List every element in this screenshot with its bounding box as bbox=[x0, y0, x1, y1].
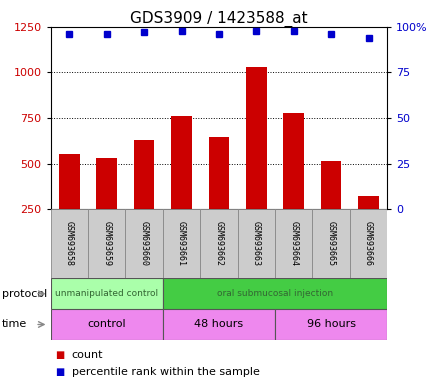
Bar bbox=[171, 116, 192, 209]
Text: GSM693662: GSM693662 bbox=[214, 221, 224, 266]
Text: GSM693665: GSM693665 bbox=[326, 221, 336, 266]
Text: GSM693660: GSM693660 bbox=[139, 221, 149, 266]
Bar bbox=[163, 309, 275, 340]
Text: oral submucosal injection: oral submucosal injection bbox=[217, 289, 333, 298]
Text: protocol: protocol bbox=[2, 289, 48, 299]
Bar bbox=[200, 209, 238, 278]
Text: GSM693661: GSM693661 bbox=[177, 221, 186, 266]
Text: ■: ■ bbox=[55, 367, 64, 377]
Bar bbox=[275, 209, 312, 278]
Text: count: count bbox=[72, 350, 103, 360]
Bar bbox=[59, 154, 80, 209]
Bar bbox=[246, 67, 267, 209]
Text: 48 hours: 48 hours bbox=[194, 319, 243, 329]
Text: GSM693663: GSM693663 bbox=[252, 221, 261, 266]
Bar bbox=[358, 195, 379, 209]
Text: control: control bbox=[88, 319, 126, 329]
Text: percentile rank within the sample: percentile rank within the sample bbox=[72, 367, 260, 377]
Bar bbox=[51, 278, 163, 309]
Bar bbox=[51, 209, 88, 278]
Bar bbox=[96, 158, 117, 209]
Bar bbox=[283, 113, 304, 209]
Bar bbox=[51, 309, 163, 340]
Bar bbox=[209, 137, 229, 209]
Bar bbox=[350, 209, 387, 278]
Text: GSM693664: GSM693664 bbox=[289, 221, 298, 266]
Text: GSM693659: GSM693659 bbox=[102, 221, 111, 266]
Text: unmanipulated control: unmanipulated control bbox=[55, 289, 158, 298]
Title: GDS3909 / 1423588_at: GDS3909 / 1423588_at bbox=[130, 11, 308, 27]
Bar bbox=[134, 140, 154, 209]
Text: 96 hours: 96 hours bbox=[307, 319, 356, 329]
Text: time: time bbox=[2, 319, 27, 329]
Text: GSM693666: GSM693666 bbox=[364, 221, 373, 266]
Bar bbox=[312, 209, 350, 278]
Text: GSM693658: GSM693658 bbox=[65, 221, 74, 266]
Bar bbox=[163, 209, 200, 278]
Text: ■: ■ bbox=[55, 350, 64, 360]
Bar bbox=[163, 278, 387, 309]
Bar bbox=[275, 309, 387, 340]
Bar bbox=[88, 209, 125, 278]
Bar bbox=[238, 209, 275, 278]
Bar bbox=[321, 161, 341, 209]
Bar bbox=[125, 209, 163, 278]
